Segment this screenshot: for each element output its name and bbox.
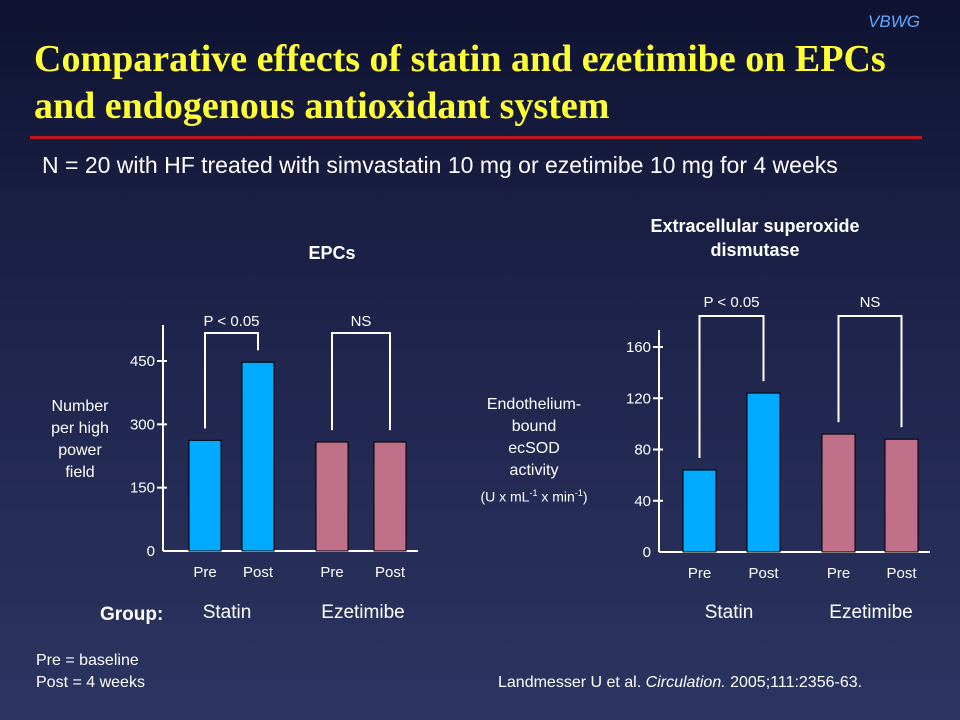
ecsod-ylabel-units: (U x mL-1 x min-1)	[480, 488, 588, 505]
ecsod-bar	[746, 392, 781, 553]
epc-group-statin: Statin	[202, 602, 252, 623]
epc-y-tick-label: 150	[130, 480, 155, 497]
ecsod-y-tick-label: 40	[634, 493, 651, 510]
epc-chart-title: EPCs	[308, 243, 356, 263]
ecsod-significance-label: NS	[860, 294, 881, 311]
epc-y-axis-label: Number per high power field	[36, 396, 124, 484]
ecsod-ylabel-line: Endothelium-	[486, 396, 582, 413]
epc-bar	[315, 441, 349, 552]
ecsod-x-tick-label: Post	[748, 565, 779, 582]
ecsod-ylabel-line: activity	[509, 462, 559, 479]
ecsod-x-tick-label: Post	[886, 565, 917, 582]
epc-group-ezetimibe: Ezetimibe	[321, 602, 405, 623]
ecsod-ylabel-line: bound	[511, 418, 557, 435]
citation-journal: Circulation.	[645, 674, 726, 691]
citation: Landmesser U et al. Circulation. 2005;11…	[498, 672, 862, 694]
epc-significance-label: P < 0.05	[203, 313, 259, 330]
title-divider	[30, 136, 922, 139]
ecsod-x-tick-label: Pre	[688, 565, 711, 582]
epc-y-tick-label: 300	[130, 416, 155, 433]
ecsod-group-statin: Statin	[704, 602, 754, 623]
slide-title: Comparative effects of statin and ezetim…	[34, 38, 886, 127]
ecsod-y-tick-label: 160	[626, 339, 651, 356]
epc-ylabel-line: power	[58, 442, 102, 459]
ecsod-significance-label: P < 0.05	[703, 294, 759, 311]
epc-significance-label: NS	[351, 313, 372, 330]
epc-x-tick-label: Post	[375, 564, 406, 581]
legend-notes: Pre = baseline Post = 4 weeks	[36, 650, 145, 694]
ecsod-chart-title: Extracellular superoxide dismutase	[600, 214, 910, 262]
ecsod-bar	[884, 438, 919, 553]
brand-label: VBWG	[868, 12, 920, 31]
epc-bar	[188, 439, 222, 552]
ecsod-significance-bracket	[837, 315, 903, 428]
epc-y-tick-label: 0	[147, 543, 155, 560]
ecsod-bar	[821, 433, 856, 553]
citation-details: 2005;111:2356-63.	[725, 674, 863, 691]
epc-x-tick-label: Pre	[193, 564, 216, 581]
legend-post: Post = 4 weeks	[36, 674, 145, 691]
epc-ylabel-line: per high	[51, 420, 109, 437]
epc-bar	[373, 441, 407, 552]
ecsod-y-tick-label: 0	[643, 544, 651, 561]
epc-significance-bracket	[204, 332, 259, 429]
epc-bar	[241, 361, 275, 552]
ecsod-ylabel-line: ecSOD	[508, 440, 560, 457]
group-label: Group:	[100, 604, 164, 625]
ecsod-y-tick-label: 80	[634, 442, 651, 459]
ecsod-bar	[682, 469, 717, 553]
ecsod-y-axis-label: Endothelium- bound ecSOD activity (U x m…	[454, 394, 614, 508]
citation-authors: Landmesser U et al.	[498, 674, 646, 691]
slide-subtitle: N = 20 with HF treated with simvastatin …	[42, 152, 838, 178]
epc-ylabel-line: Number	[51, 398, 109, 415]
ecsod-x-tick-label: Pre	[827, 565, 850, 582]
legend-pre: Pre = baseline	[36, 652, 139, 669]
epc-ylabel-line: field	[65, 464, 95, 481]
ecsod-title-line: Extracellular superoxide	[650, 216, 860, 236]
ecsod-group-ezetimibe: Ezetimibe	[829, 602, 913, 623]
epc-x-tick-label: Pre	[320, 564, 343, 581]
ecsod-significance-bracket	[698, 315, 765, 458]
epc-y-tick-label: 450	[130, 353, 155, 370]
ecsod-title-line: dismutase	[710, 240, 800, 260]
epc-x-tick-label: Post	[243, 564, 274, 581]
ecsod-y-tick-label: 120	[626, 390, 651, 407]
epc-significance-bracket	[331, 332, 391, 431]
